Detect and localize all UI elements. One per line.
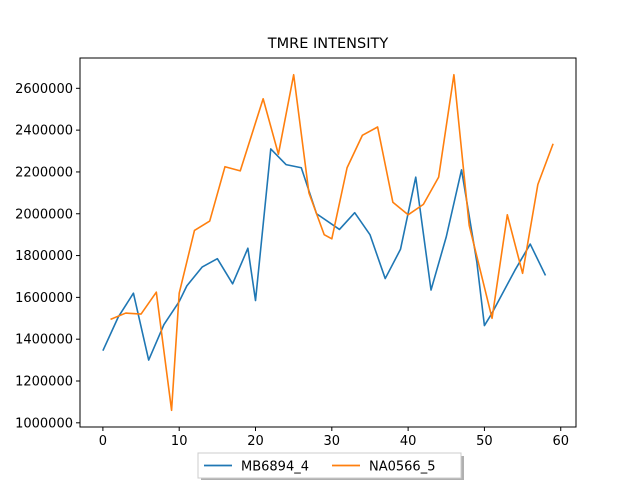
y-tick-label: 1400000: [15, 333, 73, 348]
x-tick-label: 30: [324, 434, 341, 449]
y-tick-label: 1600000: [15, 291, 73, 306]
y-tick-label: 2200000: [15, 165, 73, 180]
y-tick-label: 1000000: [15, 416, 73, 431]
y-tick-label: 2600000: [15, 82, 73, 97]
y-axis: 1000000 1200000 1400000 1600000 1800000 20000…: [15, 82, 80, 431]
y-tick-label: 1200000: [15, 375, 73, 390]
y-tick-label: 2400000: [15, 124, 73, 139]
legend-label: MB6894_4: [241, 460, 309, 475]
legend-label: NA0566_5: [369, 460, 435, 475]
chart-title: TMRE INTENSITY: [267, 36, 389, 52]
x-tick-label: 60: [552, 434, 569, 449]
y-tick-label: 1800000: [15, 249, 73, 264]
x-tick-label: 40: [400, 434, 417, 449]
y-tick-label: 2000000: [15, 207, 73, 222]
plot-frame: [79, 57, 577, 428]
x-axis: 0 10 20 30 40 50 60: [99, 427, 569, 449]
x-tick-label: 50: [476, 434, 493, 449]
series-line-na0566-5: [110, 73, 554, 412]
series-line-mb6894-4: [102, 148, 547, 361]
legend-box: [197, 452, 462, 479]
legend: MB6894_4 NA0566_5: [197, 452, 464, 480]
x-tick-label: 10: [171, 434, 188, 449]
x-tick-label: 0: [99, 434, 107, 449]
x-tick-label: 20: [247, 434, 264, 449]
